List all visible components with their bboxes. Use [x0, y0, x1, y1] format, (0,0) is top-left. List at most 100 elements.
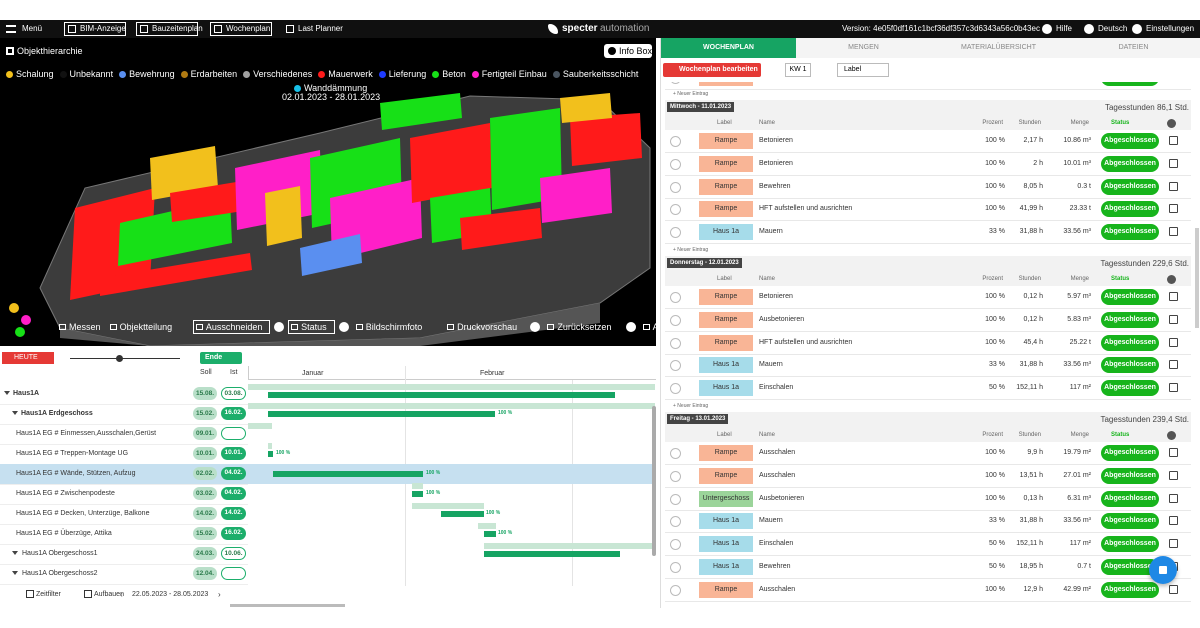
row-expand[interactable]	[670, 448, 681, 459]
checkbox[interactable]	[1169, 470, 1178, 480]
status-button[interactable]: Abgeschlossen	[1101, 536, 1159, 553]
tool-label[interactable]: Bildschirmfoto	[365, 322, 423, 332]
checkbox[interactable]	[1169, 516, 1178, 526]
nav-tab-label[interactable]: Last Planner	[298, 24, 343, 33]
add-button[interactable]	[1167, 119, 1176, 128]
checkbox[interactable]	[1169, 181, 1178, 191]
end-label[interactable]: Ende	[205, 354, 223, 361]
checkbox[interactable]	[1169, 292, 1178, 301]
row-expand[interactable]	[670, 314, 681, 326]
tool-label[interactable]: Objektteilung	[119, 322, 173, 332]
menu-button[interactable]: Menü	[22, 24, 43, 33]
row-expand[interactable]	[670, 82, 681, 84]
new-entry[interactable]: + Neuer Eintrag	[673, 403, 709, 409]
status-button[interactable]: Abgeschlossen	[1101, 467, 1159, 484]
status-button[interactable]: Abgeschlossen	[1101, 289, 1159, 305]
task-name[interactable]: Haus1A Obergeschoss1	[22, 550, 98, 557]
row-expand[interactable]	[670, 360, 681, 372]
task-name[interactable]: Haus1A EG # Decken, Unterzüge, Balkone	[16, 510, 150, 517]
add-button[interactable]	[1167, 275, 1176, 284]
zoom-slider[interactable]	[70, 358, 180, 359]
task-name[interactable]: Haus1A Obergeschoss2	[22, 570, 98, 577]
status-button[interactable]: Abgeschlossen	[1101, 82, 1159, 86]
hierarchy[interactable]: Objekthierarchie	[17, 46, 83, 56]
nav-tab[interactable]	[210, 22, 272, 36]
settings-button[interactable]: Einstellungen	[1146, 24, 1195, 33]
today-label[interactable]: HEUTE	[14, 354, 38, 361]
today-button[interactable]	[2, 352, 54, 364]
dropdown-toggle[interactable]	[274, 322, 285, 332]
status-button[interactable]: Abgeschlossen	[1101, 445, 1159, 461]
checkbox[interactable]	[1169, 204, 1178, 214]
checkbox[interactable]	[1169, 314, 1178, 324]
info-box-button[interactable]	[604, 44, 652, 58]
row-expand[interactable]	[670, 562, 681, 573]
edit-button[interactable]: Wochenplan bearbeiten	[663, 63, 761, 77]
checkbox[interactable]	[1169, 448, 1178, 457]
checkbox[interactable]	[1169, 158, 1178, 168]
checkbox[interactable]	[1169, 383, 1178, 393]
add-button[interactable]	[1167, 431, 1176, 440]
status-button[interactable]: Abgeschlossen	[1101, 178, 1159, 195]
row-expand[interactable]	[670, 539, 681, 551]
tool-label[interactable]: Zurücksetzen	[557, 322, 612, 332]
status-button[interactable]: Abgeschlossen	[1101, 224, 1159, 241]
next-week[interactable]: ›	[218, 590, 221, 599]
status-button[interactable]: Abgeschlossen	[1101, 155, 1159, 172]
h-scrollbar[interactable]	[230, 604, 345, 607]
nav-tab-label[interactable]: BIM-Anzeige	[80, 24, 126, 33]
prev-week[interactable]: ‹	[120, 590, 123, 599]
language-button[interactable]: Deutsch	[1098, 24, 1128, 33]
tool-button[interactable]	[288, 320, 335, 334]
label-filter[interactable]: Label	[837, 63, 889, 77]
status-button[interactable]: Abgeschlossen	[1101, 133, 1159, 149]
tool-button[interactable]	[192, 320, 271, 334]
panel-tab[interactable]: WOCHENPLAN	[661, 38, 796, 58]
row-expand[interactable]	[670, 516, 681, 528]
nav-tab-label[interactable]: Wochenplan	[226, 24, 271, 33]
dropdown-toggle[interactable]	[625, 322, 636, 332]
task-name[interactable]: Haus1A EG # Wände, Stützen, Aufzug	[16, 470, 136, 477]
info-box-label[interactable]: Info Box	[619, 46, 653, 56]
checkbox[interactable]	[1169, 493, 1178, 503]
status-button[interactable]: Abgeschlossen	[1101, 513, 1159, 530]
status-button[interactable]: Abgeschlossen	[1101, 201, 1159, 218]
task-name[interactable]: Haus1A EG # Überzüge, Attika	[16, 530, 112, 537]
task-name[interactable]: Haus1A EG # Treppen-Montage UG	[16, 450, 129, 457]
checkbox[interactable]	[1169, 584, 1178, 594]
panel-tab[interactable]: MENGEN	[796, 38, 931, 58]
status-button[interactable]: Abgeschlossen	[1101, 334, 1159, 351]
scrollbar[interactable]	[1195, 228, 1199, 328]
task-name[interactable]: Haus1A	[13, 390, 40, 397]
task-name[interactable]: Haus1A Erdgeschoss	[21, 410, 93, 417]
row-expand[interactable]	[670, 292, 681, 303]
nav-tab[interactable]	[136, 22, 198, 36]
status-button[interactable]: Abgeschlossen	[1101, 311, 1159, 328]
status-button[interactable]: Abgeschlossen	[1101, 581, 1159, 598]
task-name[interactable]: Haus1A EG # Zwischenpodeste	[16, 490, 115, 497]
build-button[interactable]: Aufbauen	[94, 591, 124, 598]
row-expand[interactable]	[670, 204, 681, 216]
row-expand[interactable]	[670, 136, 681, 147]
checkbox[interactable]	[1169, 360, 1178, 370]
row-expand[interactable]	[670, 584, 681, 596]
time-filter[interactable]: Zeitfilter	[36, 591, 61, 598]
row-expand[interactable]	[670, 337, 681, 349]
panel-tab[interactable]: DATEIEN	[1066, 38, 1200, 58]
status-button[interactable]: Abgeschlossen	[1101, 559, 1159, 575]
nav-tab[interactable]	[64, 22, 126, 36]
new-entry[interactable]: + Neuer Eintrag	[673, 247, 709, 253]
tool-label[interactable]: Druckvorschau	[457, 322, 518, 332]
scrollbar[interactable]	[652, 406, 656, 556]
row-expand[interactable]	[670, 181, 681, 193]
nav-tab-label[interactable]: Bauzeitenplan	[152, 24, 203, 33]
row-expand[interactable]	[670, 470, 681, 482]
tool-label[interactable]: Achsen	[652, 322, 656, 332]
row-expand[interactable]	[670, 227, 681, 239]
status-button[interactable]: Abgeschlossen	[1101, 357, 1159, 374]
panel-tab[interactable]: MATERIALÜBERSICHT	[931, 38, 1066, 58]
task-name[interactable]: Haus1A EG # Einmessen,Ausschalen,Gerüst	[16, 430, 157, 437]
new-entry[interactable]: + Neuer Eintrag	[673, 91, 709, 97]
checkbox[interactable]	[1169, 136, 1178, 145]
dropdown-toggle[interactable]	[338, 322, 349, 332]
